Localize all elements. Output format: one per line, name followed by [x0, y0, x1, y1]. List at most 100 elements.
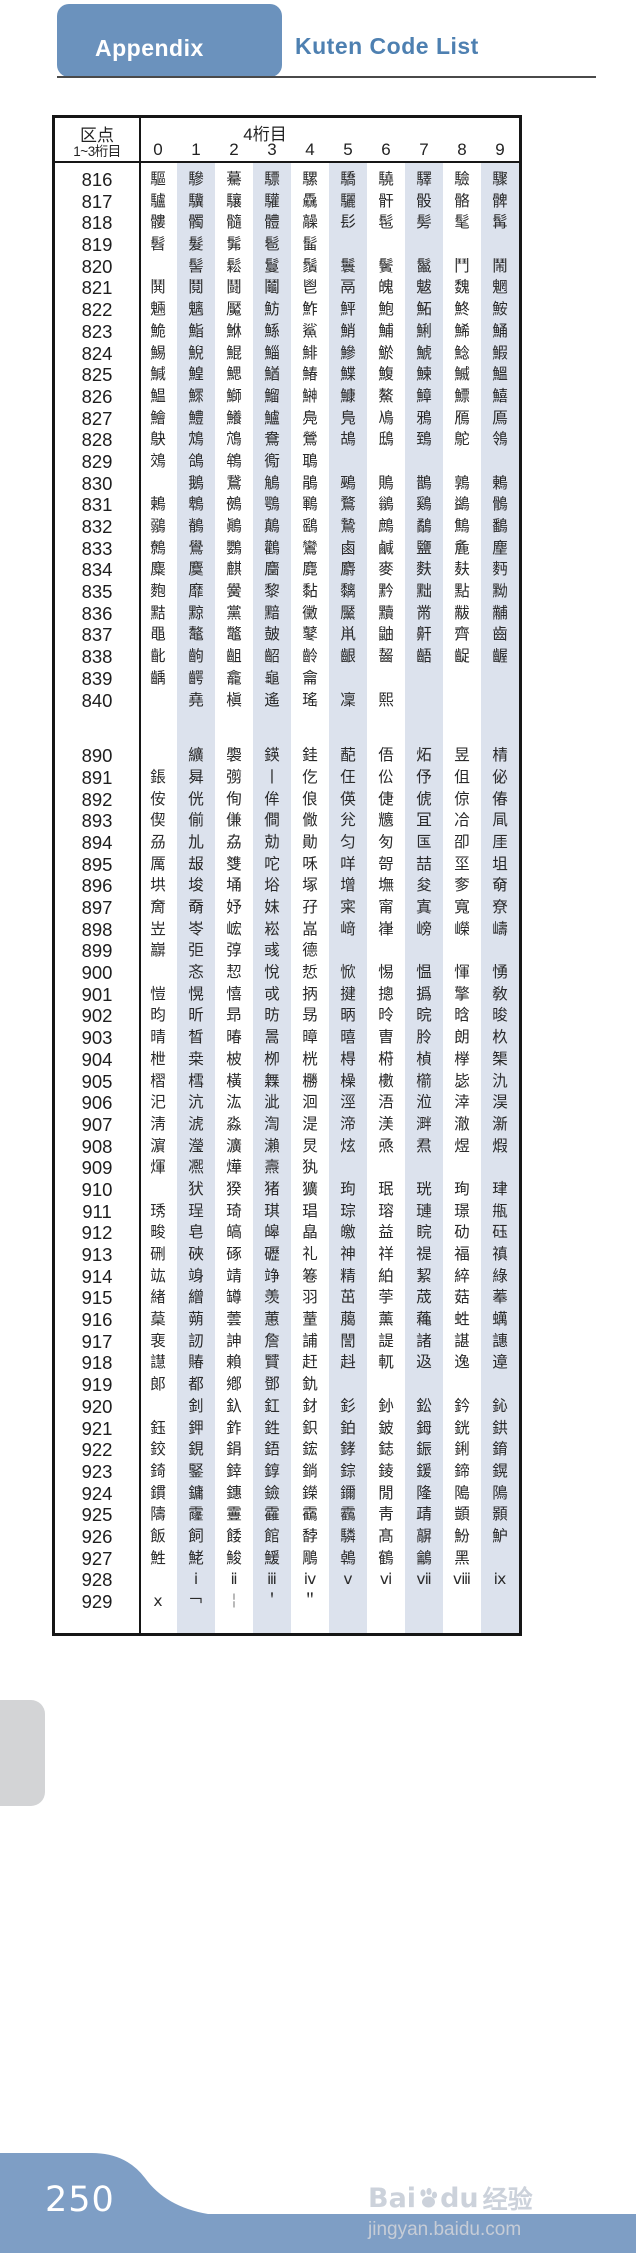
- table-row: 822 魎 魑 魘 魴 鮓 鮃 鮑 鮖 鮗 鮟: [55, 299, 519, 321]
- kuten-cell: 炻: [416, 746, 432, 765]
- table-row: 834 麋 麌 麒 麕 麑 麝 麥 麩 麸 麪: [55, 559, 519, 581]
- kuten-cell: 魎: [150, 300, 166, 319]
- kuten-cell: 霻: [226, 1505, 242, 1524]
- kuten-cell: 尞: [492, 898, 508, 916]
- kuten-cell: [139, 256, 177, 278]
- kuten-cell: [481, 1591, 519, 1613]
- kuten-cell: 鼕: [302, 625, 318, 644]
- kuten-cell: 靖: [226, 1266, 242, 1285]
- kuten-cell: 鏞: [188, 1483, 204, 1502]
- kuten-cell: 鰤: [226, 386, 242, 405]
- kuten-cell: 鯏: [416, 321, 432, 340]
- kuten-cell: 遧: [492, 1353, 508, 1372]
- kuten-cell: 齒: [492, 625, 508, 644]
- kuten-cell: 堯: [188, 690, 204, 709]
- kuten-cell: [481, 690, 519, 712]
- kuten-cell: 汯: [226, 1093, 242, 1112]
- kuten-cell: 凜: [340, 690, 356, 709]
- kuten-cell: 魑: [188, 300, 204, 319]
- table-row: 819 髫 髮 髴 髱 髷: [55, 234, 519, 256]
- row-label: 829: [81, 450, 113, 472]
- kuten-cell: [367, 940, 405, 962]
- kuten-cell: 伃: [416, 767, 432, 786]
- kuten-cell: 神: [340, 1245, 356, 1263]
- kuten-cell: 鷄: [416, 495, 432, 514]
- kuten-cell: 淲: [188, 1114, 204, 1133]
- kuten-cell: 鼾: [416, 625, 432, 644]
- kuten-cell: 鮑: [378, 300, 394, 319]
- kuten-cell: 巐: [150, 941, 166, 960]
- kuten-cell: 鮻: [226, 1548, 242, 1567]
- kuten-cell: 鷓: [378, 517, 394, 535]
- table-row: 910 犾 猤 猪 獷 玽 珉 珖 珣 珒: [55, 1179, 519, 1201]
- kuten-cell: 龕: [226, 668, 242, 687]
- row-label: 921: [81, 1417, 113, 1439]
- row-label: 831: [81, 494, 113, 516]
- table-row: 901 愷 愰 憘 戓 抦 揵 摠 撝 擎 敎: [55, 984, 519, 1006]
- kuten-cell: 鱚: [492, 386, 508, 405]
- kuten-cell: 侚: [226, 789, 242, 808]
- kuten-cell: 暠: [264, 1028, 280, 1047]
- kuten-cell: 馞: [302, 1526, 318, 1545]
- kuten-cell: 訷: [226, 1331, 242, 1350]
- kuten-cell: 騾: [302, 170, 318, 188]
- kuten-cell: [367, 1374, 405, 1396]
- kuten-cell: 榘: [492, 1049, 508, 1068]
- kuten-cell: ⅱ: [230, 1570, 238, 1589]
- kuten-cell: 俍: [302, 789, 318, 808]
- kuten-cell: 皜: [226, 1223, 242, 1242]
- row-label: 839: [81, 667, 113, 689]
- kuten-cell: 釞: [226, 1396, 242, 1415]
- kuten-cell: 燁: [226, 1158, 242, 1177]
- kuten-cell: 鰄: [454, 365, 470, 384]
- kuten-cell: 黐: [340, 582, 356, 601]
- kuten-cell: ⅵ: [379, 1570, 393, 1589]
- kuten-cell: 鏸: [226, 1483, 242, 1502]
- kuten-cell: 鑅: [302, 1483, 318, 1502]
- kuten-cell: 鶩: [340, 495, 356, 514]
- row-label: 905: [81, 1070, 113, 1092]
- kuten-cell: 鷭: [492, 517, 508, 535]
- kuten-cell: 僴: [264, 811, 280, 830]
- kuten-cell: 晴: [150, 1028, 166, 1047]
- kuten-cell: 珵: [188, 1201, 204, 1220]
- kuten-cell: 奛: [492, 876, 508, 895]
- row-label: 816: [81, 169, 113, 190]
- kuten-cell: 傔: [226, 811, 242, 830]
- row-label: 929: [81, 1591, 113, 1612]
- kuten-cell: 寀: [340, 898, 356, 916]
- kuten-cell: 鬟: [340, 256, 356, 275]
- kuten-cell: 驃: [264, 170, 280, 188]
- kuten-cell: 橾: [340, 1071, 356, 1090]
- kuten-cell: [329, 668, 367, 690]
- kuten-cell: 鰺: [340, 343, 356, 362]
- kuten-cell: 孖: [302, 898, 318, 916]
- kuten-cell: 黔: [378, 582, 394, 601]
- kuten-cell: 鏆: [150, 1483, 166, 1502]
- kuten-cell: 麝: [340, 560, 356, 579]
- row-label: 909: [81, 1157, 113, 1179]
- kuten-cell: 悅: [264, 963, 280, 982]
- row-label: 904: [81, 1048, 113, 1070]
- kuten-cell: 髴: [226, 235, 242, 254]
- kuten-cell: 鰊: [416, 365, 432, 384]
- kuten-cell: 麕: [264, 560, 280, 579]
- kuten-cell: 睆: [416, 1223, 432, 1242]
- kuten-cell: 鉙: [302, 1418, 318, 1437]
- kuten-cell: 黎: [264, 582, 280, 601]
- kuten-cell: ⅸ: [493, 1570, 507, 1589]
- row-label: 917: [81, 1330, 113, 1352]
- kuten-cell: 鈊: [492, 1396, 508, 1415]
- kuten-cell: [139, 745, 177, 767]
- table-row: 829 鵁 鴿 鴾 鵆 鵈: [55, 451, 519, 473]
- kuten-cell: 鶻: [492, 495, 508, 514]
- row-label: 828: [81, 429, 113, 451]
- kuten-cell: 齔: [150, 647, 166, 666]
- kuten-cell: 珣: [454, 1179, 470, 1198]
- table-row: 896 垬 埈 埇 﨏 塚 增 墲 夋 奓 奛: [55, 875, 519, 897]
- kuten-cell: [367, 1157, 405, 1179]
- kuten-cell: 匤: [416, 832, 432, 851]
- kuten-cell: 嵓: [302, 919, 318, 938]
- kuten-cell: 鳰: [378, 408, 394, 427]
- block-gap-row: [55, 711, 519, 745]
